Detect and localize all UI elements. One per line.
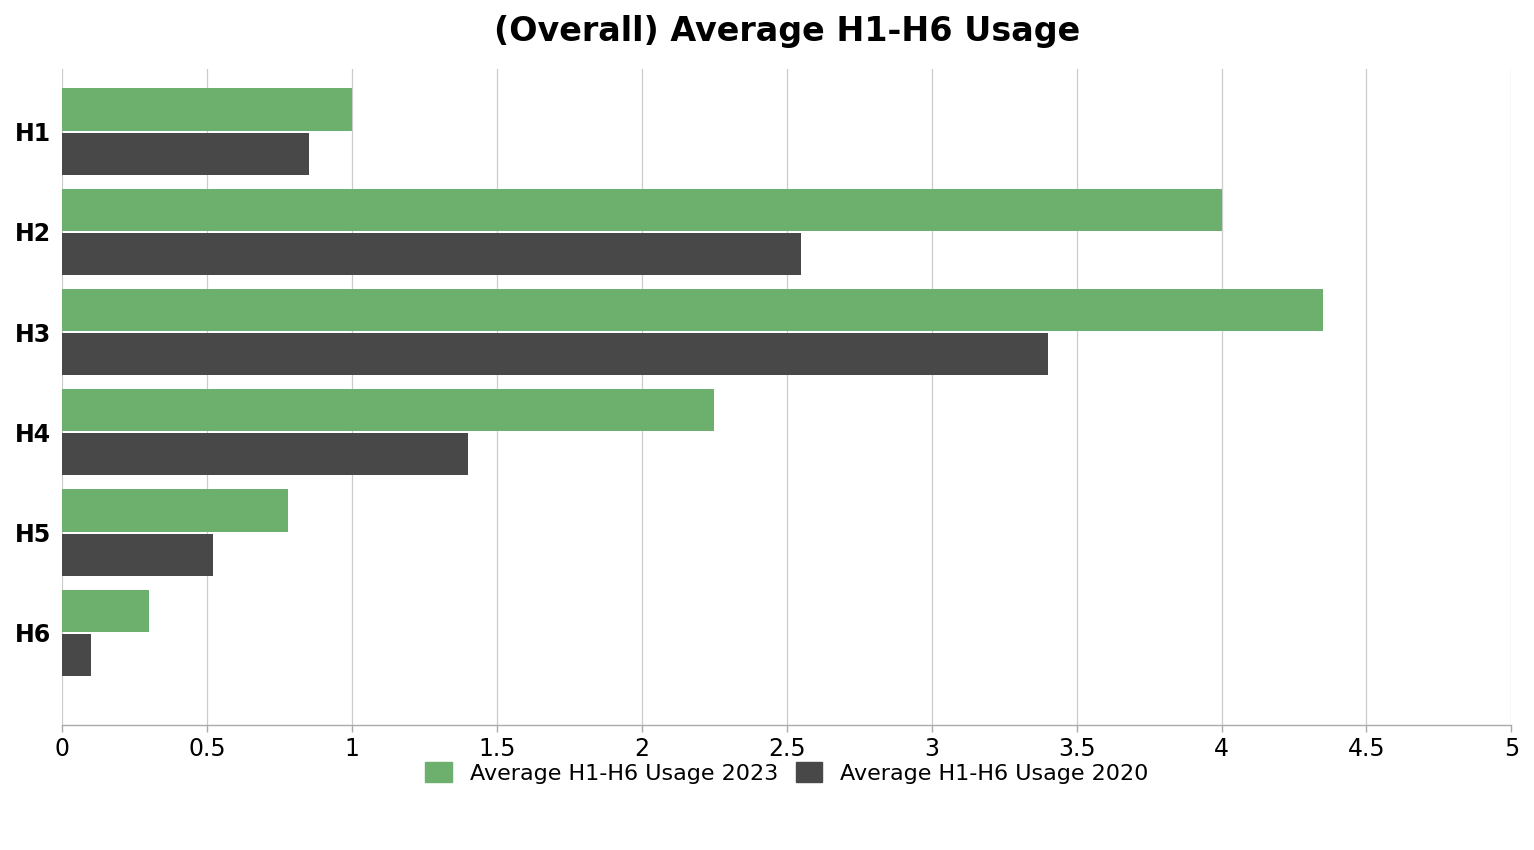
- Bar: [63, 434, 468, 475]
- Legend: Average H1-H6 Usage 2023, Average H1-H6 Usage 2020: Average H1-H6 Usage 2023, Average H1-H6 …: [416, 753, 1157, 793]
- Bar: [63, 634, 92, 676]
- Bar: [63, 133, 308, 174]
- Bar: [63, 534, 213, 575]
- Bar: [63, 490, 288, 531]
- Bar: [63, 88, 353, 131]
- Bar: [63, 189, 1221, 231]
- Bar: [63, 333, 1048, 375]
- Title: (Overall) Average H1-H6 Usage: (Overall) Average H1-H6 Usage: [494, 15, 1080, 48]
- Bar: [63, 590, 149, 632]
- Bar: [63, 289, 1322, 331]
- Bar: [63, 389, 715, 431]
- Bar: [63, 233, 801, 275]
